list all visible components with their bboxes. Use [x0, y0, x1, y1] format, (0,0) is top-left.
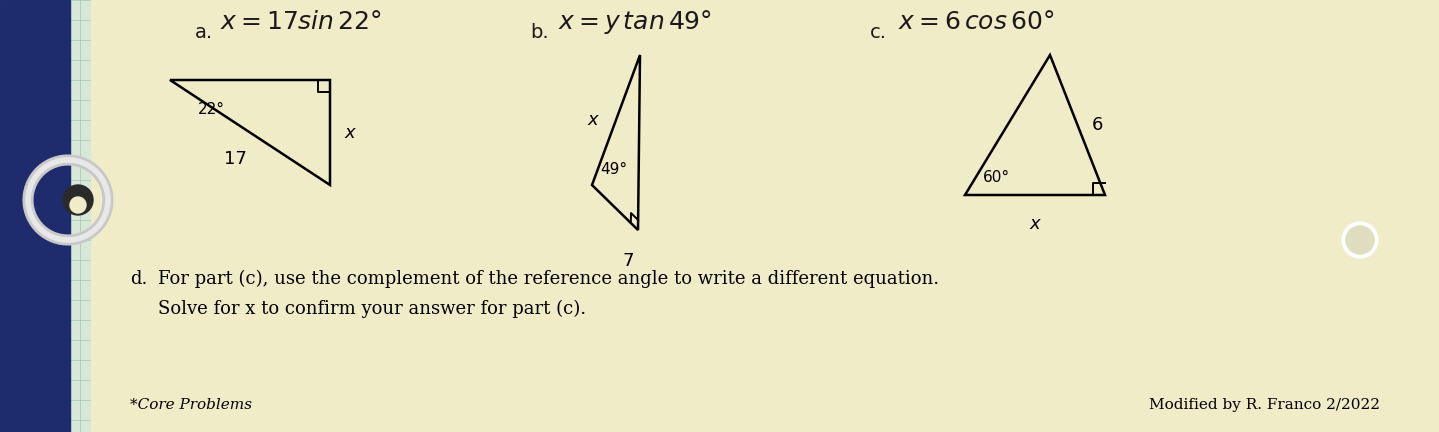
Text: $x = y\,\mathregular{tan}\,49°$: $x = y\,\mathregular{tan}\,49°$ [558, 8, 712, 36]
Text: $x = 17\mathregular{sin}\,22°$: $x = 17\mathregular{sin}\,22°$ [220, 10, 381, 34]
Text: 49°: 49° [600, 162, 627, 177]
Circle shape [1345, 226, 1374, 254]
Text: x: x [344, 124, 354, 142]
Bar [52, 0, 71, 432]
Text: 17: 17 [223, 150, 246, 168]
Text: $x = 6\,\mathregular{cos}\,60°$: $x = 6\,\mathregular{cos}\,60°$ [898, 10, 1055, 34]
Text: x: x [1030, 215, 1040, 233]
Bar [0, 0, 55, 432]
Text: a.: a. [196, 22, 213, 41]
Circle shape [71, 197, 86, 213]
Text: 60°: 60° [983, 170, 1010, 185]
Circle shape [63, 185, 94, 215]
Text: c.: c. [871, 22, 886, 41]
Text: 7: 7 [622, 252, 633, 270]
Text: For part (c), use the complement of the reference angle to write a different equ: For part (c), use the complement of the … [158, 270, 940, 288]
Text: Modified by R. Franco 2/2022: Modified by R. Franco 2/2022 [1148, 398, 1380, 412]
Text: d.: d. [130, 270, 147, 288]
Text: Solve for x to confirm your answer for part (c).: Solve for x to confirm your answer for p… [158, 300, 586, 318]
Bar [0, 0, 91, 432]
Text: x: x [587, 111, 599, 129]
Text: *Core Problems: *Core Problems [130, 398, 252, 412]
Text: 6: 6 [1092, 116, 1102, 134]
Circle shape [1343, 222, 1379, 258]
Text: b.: b. [530, 22, 548, 41]
Text: 22°: 22° [199, 102, 224, 117]
